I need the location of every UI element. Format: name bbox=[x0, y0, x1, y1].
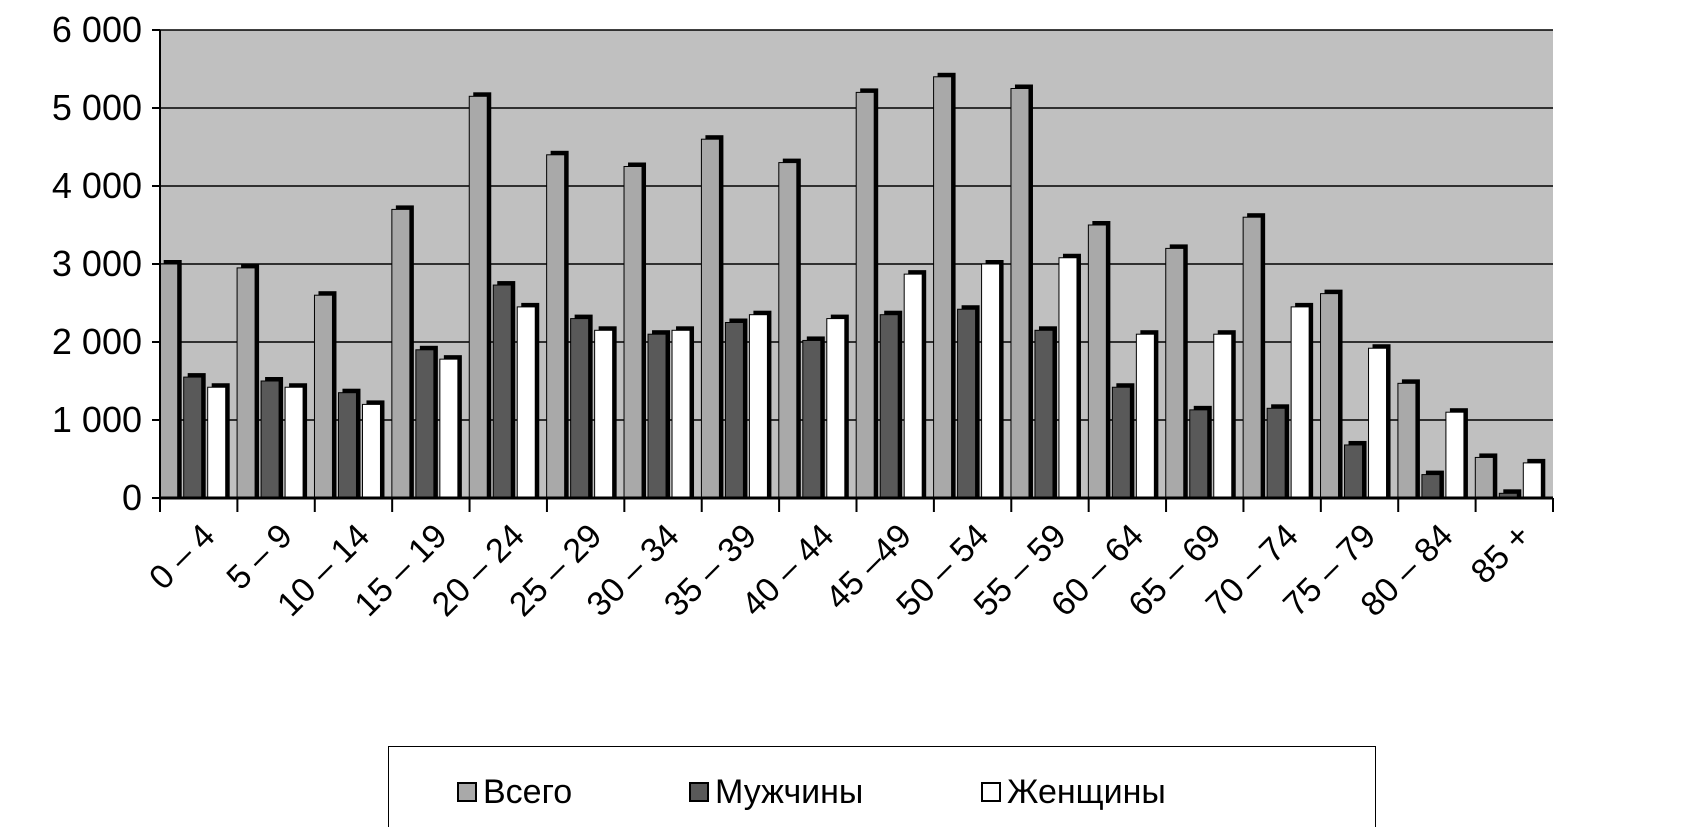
bar bbox=[1266, 407, 1286, 499]
y-tick-label: 3 000 bbox=[52, 243, 142, 284]
x-tick-label: 0 – 4 bbox=[142, 517, 222, 597]
bar bbox=[1058, 257, 1078, 499]
bar bbox=[700, 138, 720, 499]
legend-swatch-total bbox=[457, 782, 477, 802]
bar bbox=[802, 339, 822, 499]
bar bbox=[1087, 224, 1107, 499]
y-tick-label: 2 000 bbox=[52, 321, 142, 362]
bar bbox=[1165, 247, 1185, 499]
bar bbox=[1421, 474, 1441, 499]
bar bbox=[1213, 333, 1233, 499]
y-tick-label: 5 000 bbox=[52, 87, 142, 128]
bar bbox=[748, 314, 768, 499]
legend-item-total: Всего bbox=[457, 775, 572, 809]
bar bbox=[594, 329, 614, 499]
legend-swatch-women bbox=[981, 782, 1001, 802]
bar bbox=[1135, 333, 1155, 499]
y-tick-labels: 0 1 000 2 000 3 000 4 000 5 000 6 000 bbox=[52, 9, 142, 518]
bar bbox=[778, 162, 798, 499]
bar bbox=[724, 322, 744, 499]
legend-label-women: Женщины bbox=[1007, 773, 1166, 811]
bar bbox=[260, 380, 280, 499]
bar bbox=[1445, 411, 1465, 499]
legend-item-men: Мужчины bbox=[689, 775, 863, 809]
bars bbox=[159, 72, 1546, 499]
bar bbox=[1320, 293, 1340, 499]
bar bbox=[879, 314, 899, 499]
bar bbox=[337, 392, 357, 499]
bar bbox=[570, 318, 590, 499]
bar-chart: 0 1 000 2 000 3 000 4 000 5 000 6 000 0 – 45 –… bbox=[52, 9, 1554, 624]
bar bbox=[981, 263, 1001, 499]
bar bbox=[1474, 456, 1494, 499]
bar bbox=[391, 208, 411, 499]
bar bbox=[1242, 216, 1262, 499]
bar bbox=[826, 318, 846, 499]
y-tick-label: 0 bbox=[122, 477, 142, 518]
bar bbox=[415, 349, 435, 499]
bar bbox=[1010, 88, 1030, 499]
bar bbox=[159, 263, 179, 499]
bar bbox=[647, 333, 667, 499]
bar bbox=[903, 273, 923, 499]
legend: Всего Мужчины Женщины bbox=[388, 746, 1376, 827]
bar bbox=[1189, 409, 1209, 499]
bar bbox=[183, 376, 203, 499]
bar bbox=[236, 267, 256, 499]
bar bbox=[207, 386, 227, 499]
bar bbox=[933, 76, 953, 499]
y-tick-label: 6 000 bbox=[52, 9, 142, 50]
bar bbox=[1111, 386, 1131, 499]
axes bbox=[152, 29, 1554, 512]
bar bbox=[1522, 462, 1542, 499]
bar bbox=[855, 91, 875, 499]
bar bbox=[546, 154, 566, 499]
bar bbox=[671, 329, 691, 499]
legend-label-men: Мужчины bbox=[715, 773, 864, 811]
bar bbox=[492, 284, 512, 499]
legend-label-total: Всего bbox=[483, 773, 573, 811]
bar bbox=[1034, 329, 1054, 499]
bar bbox=[468, 95, 488, 499]
bar bbox=[516, 306, 536, 499]
bar bbox=[361, 403, 381, 499]
legend-swatch-men bbox=[689, 782, 709, 802]
bar bbox=[1344, 444, 1364, 499]
bar bbox=[1368, 347, 1388, 499]
bar bbox=[313, 294, 333, 499]
y-tick-label: 4 000 bbox=[52, 165, 142, 206]
bar bbox=[1397, 382, 1417, 499]
bar bbox=[1290, 306, 1310, 499]
bar bbox=[439, 358, 459, 499]
y-tick-label: 1 000 bbox=[52, 399, 142, 440]
bar bbox=[623, 166, 643, 499]
bar bbox=[284, 386, 304, 499]
legend-item-women: Женщины bbox=[981, 775, 1166, 809]
bar bbox=[957, 308, 977, 499]
x-tick-label: 85 + bbox=[1464, 517, 1538, 591]
